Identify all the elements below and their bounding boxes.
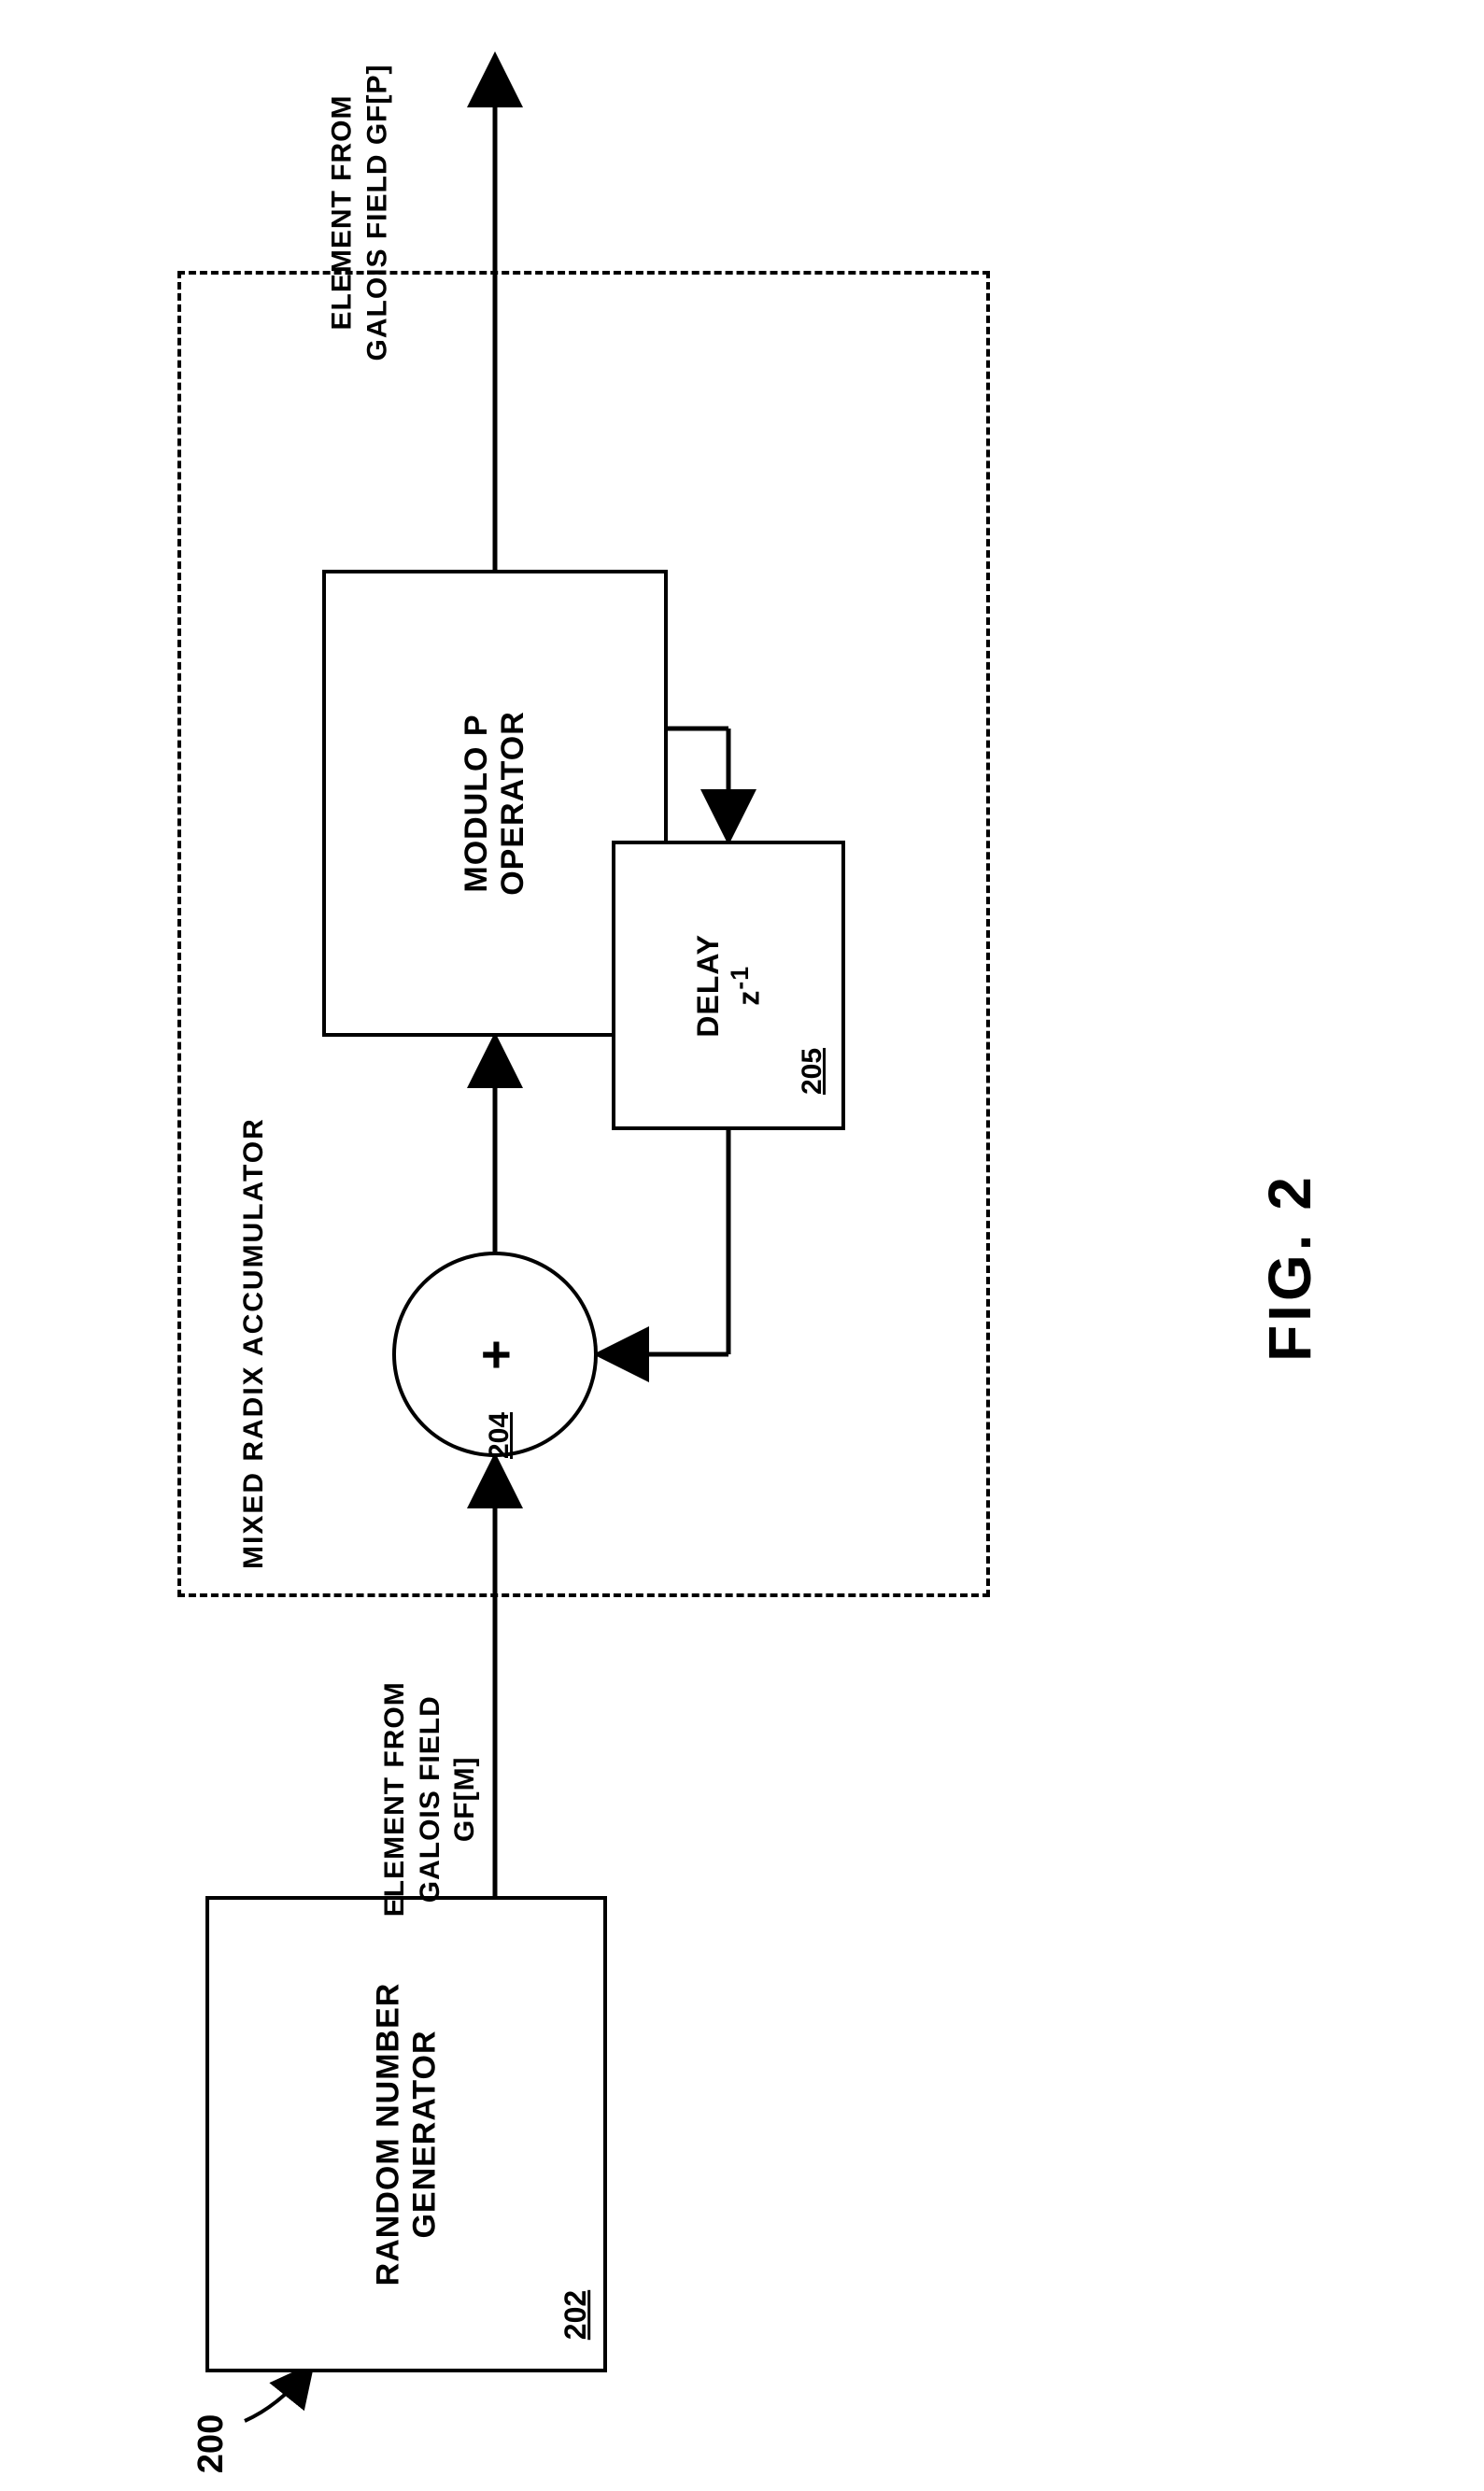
delay-label: DELAY z-1 <box>691 934 767 1038</box>
adder-ref: 204 <box>484 1412 516 1459</box>
delay-z: z <box>731 989 765 1005</box>
input-label-line3: GF[M] <box>449 1756 480 1842</box>
delay-z-exp: -1 <box>726 966 754 990</box>
diagram-canvas: MIXED RADIX ACCUMULATOR RANDOM NUMBER GE… <box>0 0 1484 2491</box>
fig-ref-arrow <box>245 2368 310 2421</box>
modp-label-line2: OPERATOR <box>495 711 530 896</box>
rng-label-line2: GENERATOR <box>406 2030 442 2238</box>
input-edge-label: ELEMENT FROM GALOIS FIELD GF[M] <box>377 1654 483 1944</box>
random-number-generator-block: RANDOM NUMBER GENERATOR <box>205 1896 607 2372</box>
output-label-line1: ELEMENT FROM <box>327 95 358 331</box>
modp-label: MODULO P OPERATOR <box>459 711 531 896</box>
figure-ref-number: 200 <box>191 2414 232 2473</box>
rng-label: RANDOM NUMBER GENERATOR <box>370 1983 443 2286</box>
output-label-line2: GALOIS FIELD GF[P] <box>361 64 392 361</box>
input-label-line2: GALOIS FIELD <box>414 1695 445 1903</box>
mixed-radix-accumulator-title: MIXED RADIX ACCUMULATOR <box>238 1117 270 1569</box>
input-label-line1: ELEMENT FROM <box>379 1681 410 1917</box>
delay-label-line1: DELAY <box>691 934 725 1038</box>
output-edge-label: ELEMENT FROM GALOIS FIELD GF[P] <box>325 35 395 390</box>
rng-ref: 202 <box>558 2290 593 2340</box>
adder-plus-icon: + <box>464 1339 525 1370</box>
delay-ref: 205 <box>797 1048 828 1095</box>
rng-label-line1: RANDOM NUMBER <box>370 1983 405 2286</box>
figure-label: FIG. 2 <box>1255 1173 1324 1362</box>
modp-label-line1: MODULO P <box>459 714 494 892</box>
